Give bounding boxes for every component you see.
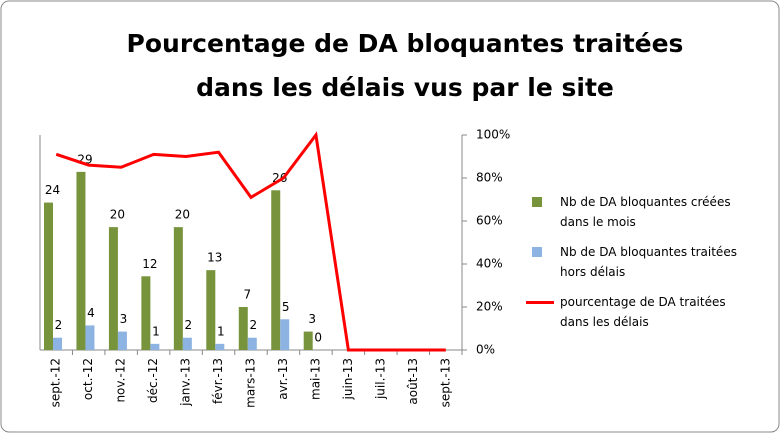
- legend-key: [532, 197, 542, 207]
- data-label: 24: [45, 183, 60, 197]
- bar: [280, 319, 290, 350]
- bar: [44, 202, 53, 350]
- legend-label: Nb de DA bloquantes traitées hors délais: [560, 245, 737, 279]
- y2-tick-label: 60%: [476, 214, 503, 228]
- x-tick-label: sept.-13: [438, 358, 452, 407]
- data-label: 13: [207, 251, 222, 265]
- bar: [215, 343, 225, 350]
- x-tick-label: juil.-13: [373, 358, 387, 400]
- y2-tick-label: 80%: [476, 171, 503, 185]
- x-tick-label: oct.-12: [81, 358, 95, 400]
- bar: [141, 276, 151, 350]
- bar: [76, 171, 86, 350]
- x-tick-label: juin-13: [341, 358, 355, 400]
- bar: [182, 337, 192, 350]
- x-tick-label: nov.-12: [114, 358, 128, 403]
- bar: [206, 270, 216, 350]
- bar: [238, 307, 248, 350]
- legend-item: pourcentage de DA traitées dans les déla…: [526, 292, 745, 332]
- x-tick-label: sept.-12: [49, 358, 63, 407]
- bar: [117, 331, 127, 350]
- x-tick-label: avr.-13: [276, 358, 290, 400]
- data-label: 1: [152, 324, 160, 338]
- legend-item: Nb de DA bloquantes créées dans le mois: [532, 192, 745, 232]
- bar: [173, 227, 183, 350]
- data-label: 3: [308, 312, 316, 326]
- y2-tick-label: 20%: [476, 300, 503, 314]
- data-label: 7: [243, 288, 251, 302]
- y2-tick-label: 40%: [476, 257, 503, 271]
- legend-label: Nb de DA bloquantes créées dans le mois: [560, 195, 731, 229]
- chart-title: Pourcentage de DA bloquantes traitées da…: [126, 29, 684, 102]
- legend-key: [526, 301, 554, 304]
- x-tick-label: déc.-12: [146, 358, 160, 403]
- bar: [53, 337, 62, 350]
- x-tick-label: mai-13: [308, 358, 322, 400]
- x-tick-label: août-13: [406, 358, 420, 405]
- line: [55, 131, 446, 352]
- x-tick-label: févr.-13: [211, 358, 225, 404]
- x-tick-label: mars-13: [244, 358, 258, 408]
- legend-label: pourcentage de DA traitées dans les déla…: [560, 295, 726, 329]
- legend-key: [532, 247, 542, 257]
- data-label: 2: [55, 318, 63, 332]
- legend-item: Nb de DA bloquantes traitées hors délais: [532, 242, 745, 282]
- data-label: 2: [185, 318, 193, 332]
- data-label: 2: [249, 318, 257, 332]
- bar: [85, 325, 95, 350]
- data-label: 20: [110, 208, 125, 222]
- bar: [271, 190, 281, 350]
- legend: Nb de DA bloquantes créées dans le mois N…: [526, 192, 777, 342]
- data-label: 12: [142, 257, 157, 271]
- y2-tick-label: 100%: [476, 128, 510, 142]
- data-label: 5: [282, 300, 290, 314]
- data-label: 3: [120, 312, 128, 326]
- data-label: 20: [175, 208, 190, 222]
- y2-tick-label: 0%: [476, 343, 495, 357]
- bar: [303, 331, 313, 350]
- x-tick-label: janv.-13: [179, 358, 193, 407]
- data-label: 1: [217, 324, 225, 338]
- bar: [150, 343, 160, 350]
- data-label: 0: [314, 331, 322, 345]
- bar: [247, 337, 257, 350]
- data-label: 4: [87, 306, 95, 320]
- bar: [108, 227, 118, 350]
